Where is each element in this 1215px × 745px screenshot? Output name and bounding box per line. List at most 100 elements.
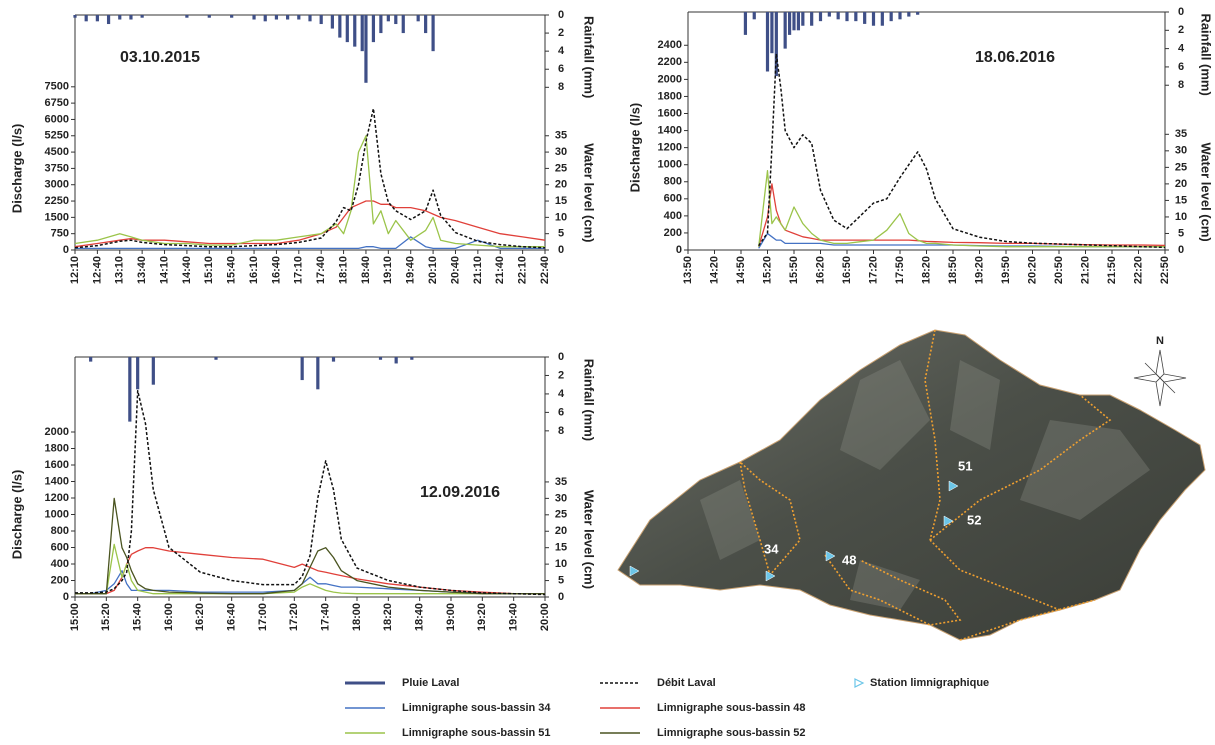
y2-tick-label: 25 bbox=[555, 509, 567, 521]
rain-bar bbox=[889, 12, 893, 22]
x-tick-label: 19:50 bbox=[1000, 256, 1012, 284]
y2-tick-label: 20 bbox=[555, 525, 567, 537]
rain-bar bbox=[410, 357, 414, 360]
x-tick-label: 20:20 bbox=[1026, 256, 1038, 284]
series-line bbox=[758, 53, 1166, 249]
series-line bbox=[74, 107, 546, 249]
x-tick-label: 20:50 bbox=[1053, 256, 1065, 284]
rain-bar bbox=[151, 357, 155, 385]
y-tick-label: 0 bbox=[63, 591, 69, 603]
y-tick-label: 200 bbox=[51, 574, 69, 586]
x-tick-label: 16:50 bbox=[841, 256, 853, 284]
rain-bar bbox=[836, 12, 840, 20]
rain-bar bbox=[854, 12, 858, 22]
rain-bar bbox=[394, 357, 398, 364]
x-tick-label: 17:20 bbox=[867, 256, 879, 284]
rain-bar bbox=[319, 15, 323, 25]
chart: 0200400600800100012001400160018002000051… bbox=[9, 351, 596, 631]
legend: Pluie Laval Limnigraphe sous-bassin 34 Lim… bbox=[345, 677, 989, 739]
y2-axis-title: Water level (cm) bbox=[1199, 143, 1214, 242]
legend-label: Limnigraphe sous-bassin 34 bbox=[402, 702, 551, 714]
y2-tick-label: 0 bbox=[558, 591, 564, 603]
rain-bar bbox=[118, 15, 122, 20]
legend-label: Limnigraphe sous-bassin 48 bbox=[657, 702, 806, 714]
x-tick-label: 13:40 bbox=[136, 256, 148, 284]
y3-tick-label: 2 bbox=[558, 27, 564, 39]
y2-tick-label: 30 bbox=[555, 492, 567, 504]
y3-tick-label: 4 bbox=[558, 388, 565, 400]
rain-bar bbox=[185, 15, 189, 18]
rain-bar bbox=[207, 15, 211, 18]
rain-bar bbox=[89, 357, 93, 362]
rain-bar bbox=[353, 15, 357, 47]
x-tick-label: 21:40 bbox=[494, 256, 506, 284]
x-tick-label: 14:50 bbox=[735, 256, 747, 284]
y-tick-label: 1000 bbox=[658, 159, 682, 171]
y-tick-label: 600 bbox=[664, 193, 682, 205]
y3-tick-label: 0 bbox=[558, 351, 564, 363]
x-tick-label: 22:20 bbox=[1132, 256, 1144, 284]
rain-bar bbox=[95, 15, 99, 22]
y-tick-label: 3000 bbox=[45, 179, 69, 191]
y-tick-label: 800 bbox=[51, 525, 69, 537]
y-tick-label: 2000 bbox=[658, 73, 682, 85]
rain-bar bbox=[743, 12, 748, 35]
x-tick-label: 16:40 bbox=[226, 603, 238, 631]
y-tick-label: 800 bbox=[664, 176, 682, 188]
station-label: 34 bbox=[764, 541, 779, 556]
station bbox=[825, 550, 836, 562]
x-tick-label: 14:10 bbox=[158, 256, 170, 284]
y3-tick-label: 0 bbox=[558, 9, 564, 21]
legend-label: Pluie Laval bbox=[402, 677, 459, 689]
y2-tick-label: 30 bbox=[555, 146, 567, 158]
y-tick-label: 2400 bbox=[658, 39, 682, 51]
x-tick-label: 17:20 bbox=[288, 603, 300, 631]
y-tick-label: 4500 bbox=[45, 146, 69, 158]
y-axis-title: Discharge (l/s) bbox=[9, 124, 24, 214]
y-tick-label: 1400 bbox=[658, 124, 682, 136]
y2-tick-label: 15 bbox=[555, 542, 567, 554]
rain-bar bbox=[214, 357, 218, 360]
rain-bar bbox=[73, 15, 77, 18]
series-line bbox=[75, 497, 545, 595]
x-tick-label: 18:00 bbox=[351, 603, 363, 631]
y2-tick-label: 25 bbox=[555, 162, 567, 174]
rain-bar bbox=[84, 15, 88, 22]
series-line bbox=[75, 570, 545, 595]
rain-bar bbox=[827, 12, 831, 17]
y2-tick-label: 5 bbox=[558, 228, 564, 240]
y3-tick-label: 2 bbox=[1178, 24, 1184, 36]
y2-tick-label: 0 bbox=[1178, 244, 1184, 256]
x-tick-label: 12:40 bbox=[91, 256, 103, 284]
y-tick-label: 1500 bbox=[45, 211, 69, 223]
rain-bar bbox=[330, 15, 334, 29]
x-tick-label: 18:40 bbox=[414, 603, 426, 631]
rain-bar bbox=[863, 12, 867, 24]
x-tick-label: 14:40 bbox=[181, 256, 193, 284]
rain-bar bbox=[792, 12, 796, 31]
chart: 0750150022503000375045005250600067507500… bbox=[9, 9, 596, 284]
rain-bar bbox=[394, 15, 398, 25]
rain-bar bbox=[338, 15, 342, 38]
x-tick-label: 18:50 bbox=[947, 256, 959, 284]
x-tick-label: 21:10 bbox=[472, 256, 484, 284]
x-tick-label: 21:50 bbox=[1106, 256, 1118, 284]
station-label: 48 bbox=[842, 552, 856, 567]
rain-bar bbox=[360, 15, 364, 52]
x-tick-label: 12:10 bbox=[69, 256, 81, 284]
rain-bar bbox=[801, 12, 805, 26]
station-label: 51 bbox=[958, 458, 972, 473]
y3-tick-label: 8 bbox=[1178, 79, 1184, 91]
rain-bar bbox=[818, 12, 823, 22]
legend-label: Station limnigraphique bbox=[870, 677, 989, 689]
y2-tick-label: 0 bbox=[558, 244, 564, 256]
y3-tick-label: 4 bbox=[1178, 43, 1185, 55]
chart-title: 03.10.2015 bbox=[120, 49, 200, 66]
y-tick-label: 1200 bbox=[658, 142, 682, 154]
legend-label: Limnigraphe sous-bassin 52 bbox=[657, 727, 806, 739]
y-tick-label: 7500 bbox=[45, 81, 69, 93]
y-tick-label: 400 bbox=[664, 210, 682, 222]
rain-bar bbox=[252, 15, 256, 20]
y-tick-label: 1600 bbox=[45, 459, 69, 471]
y-tick-label: 2200 bbox=[658, 56, 682, 68]
